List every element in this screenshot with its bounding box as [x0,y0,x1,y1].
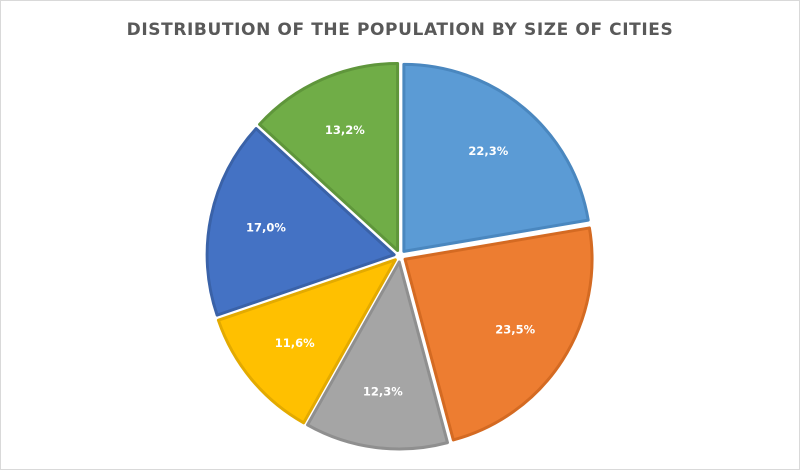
pie-slice-6 [258,62,400,253]
slice-label-2: 23,5% [495,322,535,336]
chart-title: DISTRIBUTION OF THE POPULATION BY SIZE O… [126,20,674,40]
pie-slice-2 [403,226,594,442]
slice-label-5: 17,0% [246,221,286,235]
slice-label-1: 22,3% [468,144,508,158]
pie-data-labels: 22,3% 23,5% 12,3% 11,6% 17,0% 13,2% [246,123,536,398]
pie-slice-1 [402,62,590,253]
slice-label-6: 13,2% [325,123,365,137]
pie-slice-5 [205,127,396,317]
pie-slices [205,62,594,451]
slice-label-4: 11,6% [275,336,315,350]
slice-label-3: 12,3% [363,384,403,398]
pie-slice-4 [216,258,397,425]
pie-slice-3 [306,260,450,451]
